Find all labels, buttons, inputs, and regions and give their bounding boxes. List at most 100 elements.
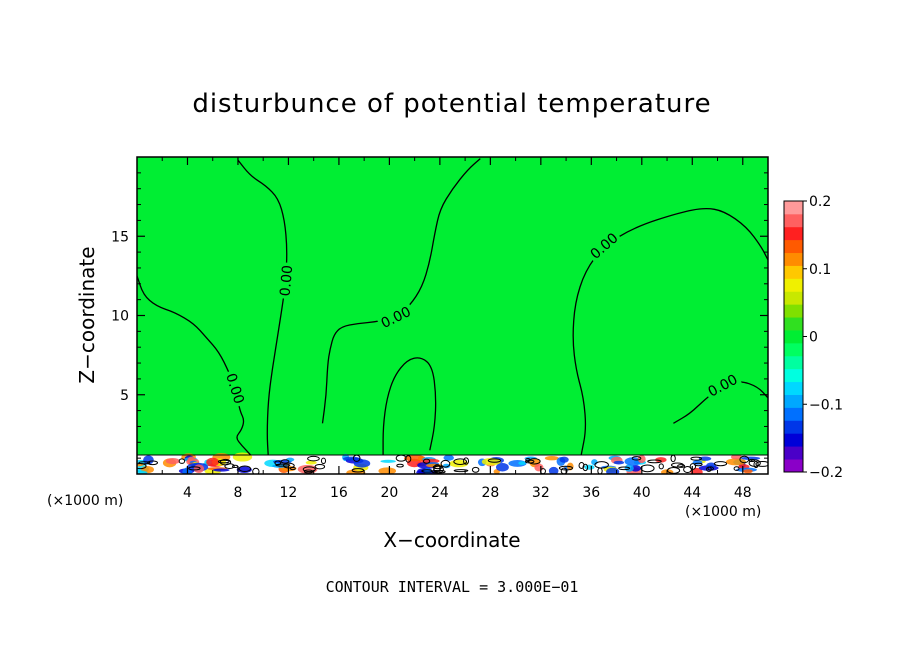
surface-contour [755,461,768,467]
surface-contour [320,457,327,465]
surface-contour [147,460,159,466]
contour-label-bg [275,261,297,300]
x-tick-label: 20 [380,485,398,501]
surface-blob [137,470,148,474]
surface-contour [670,462,684,468]
colorbar-swatch [784,252,803,266]
zero-contours: 0.000.000.000.000.00 [137,158,768,456]
surface-blob [421,458,440,464]
colorbar-swatch [784,213,803,228]
surface-blob [743,469,753,474]
surface-blob [534,463,544,472]
surface-blob [591,459,598,466]
x-tick-label: 36 [582,485,600,501]
colorbar-tick-label: 0.2 [809,194,831,210]
surface-blob [613,460,625,465]
surface-contour [631,456,642,461]
surface-blob [741,456,761,461]
colorbar-swatch [784,459,803,473]
chart-title: disturbunce of potential temperature [192,89,711,119]
surface-contour [396,463,404,468]
surface-blob [655,457,667,463]
contour-label-bg [375,301,416,334]
surface-contour [252,467,260,474]
surface-contour [471,466,480,473]
surface-contour [694,462,703,467]
surface-contour [487,458,502,463]
surface-blob [206,457,220,467]
contour-label: 0.00 [278,265,297,297]
surface-contour [453,458,468,465]
surface-blob [624,457,642,466]
surface-contour [217,459,230,464]
surface-contour [647,459,662,464]
surface-blob [423,467,432,474]
y-tick-label: 15 [111,229,129,245]
surface-contour [578,462,585,469]
colorbar-swatch [784,446,803,460]
x-tick-label: 8 [233,485,242,501]
surface-blob [544,456,559,461]
contour-label-bg [584,227,624,265]
surface-contour [677,464,686,468]
surface-contour [558,465,574,471]
surface-contour [463,457,470,465]
surface-contour [289,467,296,471]
colorbar-tick-label: 0.1 [809,262,831,278]
surface-contour [527,458,541,465]
surface-contour [618,466,631,471]
contour-label-bg [702,368,743,402]
surface-contour [433,465,444,474]
colorbar-swatch [784,317,803,331]
surface-contour [640,464,655,473]
colorbar-tick-label: 0 [809,330,818,346]
colorbar-swatch [784,265,803,279]
surface-blob [548,466,559,474]
surface-contour [707,466,714,471]
surface-contour [307,455,320,462]
surface-blob [305,460,317,465]
surface-blob [404,455,426,462]
x-tick-label: 28 [481,485,499,501]
colorbar-swatch [784,368,803,383]
surface-blob [212,468,230,472]
surface-blob [495,462,509,472]
surface-contour [582,463,589,472]
surface-contour [302,466,316,473]
surface-blob [730,454,742,460]
colorbar-swatch [784,407,803,421]
surface-contour [713,461,728,467]
surface-blob [380,459,396,463]
surface-contour [275,463,291,467]
surface-contour [525,457,531,463]
surface-contour [739,455,750,464]
surface-contour [748,458,756,463]
x-tick-label: 24 [431,485,449,501]
surface-blob [378,467,397,474]
surface-contour [422,458,431,464]
surface-contour [753,460,759,469]
contour-label-bg [221,368,250,409]
surface-contour [224,463,235,470]
x-tick-label: 48 [734,485,752,501]
colorbar-swatch [784,342,803,357]
surface-contour [238,465,252,473]
y-ticks: 5 10 15 [111,172,768,459]
surface-blob [725,458,747,466]
surface-contour [178,458,186,464]
surface-layer [137,452,768,474]
surface-blob [443,454,454,461]
surface-blob [143,455,154,465]
surface-blob [165,457,180,465]
colorbar-swatch [784,330,803,344]
x-tick-label: 32 [532,485,550,501]
surface-contour [594,461,609,469]
colorbar-swatch [784,239,803,254]
colorbar-swatch [784,381,803,395]
x-axis-unit-left: (×1000 m) [47,493,123,509]
x-axis-unit-right: (×1000 m) [685,504,761,520]
colorbar-swatch [784,394,803,408]
surface-contour [690,456,703,461]
x-tick-label: 44 [683,485,701,501]
